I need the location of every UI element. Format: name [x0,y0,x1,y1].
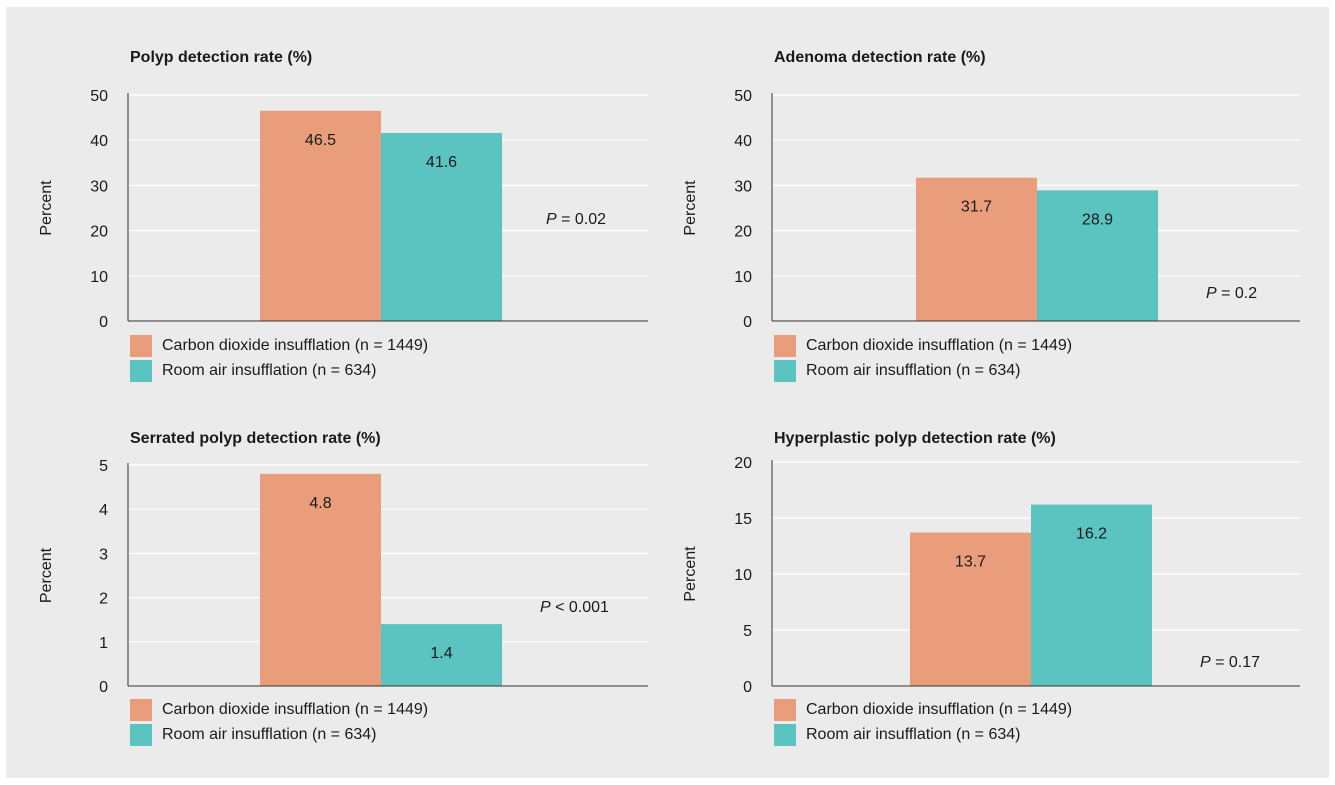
legend-label: Room air insufflation (n = 634) [162,726,377,743]
y-tick-label: 5 [99,458,108,475]
p-symbol: P [1206,285,1217,302]
legend-swatch-co2 [130,335,152,357]
legend-swatch-co2 [774,699,796,721]
y-tick-label: 30 [734,178,752,195]
legend-swatch-air [774,724,796,746]
y-tick-label: 0 [743,314,752,331]
y-tick-label: 20 [734,455,752,472]
y-tick-label: 10 [734,269,752,286]
data-label: 4.8 [309,495,331,512]
legend-label: Carbon dioxide insufflation (n = 1449) [806,701,1073,718]
p-value: P = 0.2 [1206,285,1257,303]
legend-item-air: Room air insufflation (n = 634) [774,359,1020,383]
p-symbol: P [540,599,551,616]
y-tick-label: 15 [734,511,752,528]
legend-item-air: Room air insufflation (n = 634) [774,723,1020,747]
legend-swatch-air [130,724,152,746]
y-tick-label: 5 [743,623,752,640]
legend-swatch-co2 [774,335,796,357]
p-value-text: = 0.02 [556,211,607,228]
y-tick-label: 10 [734,567,752,584]
y-tick-label: 3 [99,546,108,563]
bar-co2 [260,110,381,321]
panel-title: Polyp detection rate (%) [130,49,313,66]
data-label: 31.7 [961,199,992,216]
y-tick-label: 30 [90,178,108,195]
panel-title: Adenoma detection rate (%) [774,49,986,66]
bar-air [381,624,502,686]
bar-co2 [916,177,1037,321]
y-tick-label: 1 [99,635,108,652]
p-value-text: = 0.17 [1210,654,1261,671]
legend-swatch-air [774,360,796,382]
data-label: 13.7 [955,554,986,571]
legend-swatch-air [130,360,152,382]
y-tick-label: 50 [90,88,108,105]
legend-label: Room air insufflation (n = 634) [806,726,1021,743]
legend-item-air: Room air insufflation (n = 634) [130,359,376,383]
y-tick-label: 0 [99,679,108,696]
y-axis-label: Percent [38,547,55,603]
y-tick-label: 50 [734,88,752,105]
data-label: 41.6 [426,154,457,171]
panel-hyperplastic-polyp-detection: Hyperplastic polyp detection rate (%) 0 5… [650,392,1310,778]
panel-adenoma-detection: Adenoma detection rate (%) 0 10 20 30 40 50 31… [650,7,1310,392]
data-label: 1.4 [430,645,452,662]
y-tick-label: 10 [90,269,108,286]
legend-label: Carbon dioxide insufflation (n = 1449) [162,701,429,718]
bar-air [1037,190,1158,321]
legend-item-co2: Carbon dioxide insufflation (n = 1449) [774,334,1072,358]
legend-item-co2: Carbon dioxide insufflation (n = 1449) [774,698,1072,722]
p-value-text: = 0.2 [1216,285,1258,302]
bar-chart: 0 1 2 3 4 5 4.8 1.4 Percent [38,458,648,696]
legend-label: Carbon dioxide insufflation (n = 1449) [162,337,429,354]
data-label: 46.5 [305,132,336,149]
y-tick-label: 20 [734,224,752,241]
panel-title: Hyperplastic polyp detection rate (%) [774,430,1056,447]
p-value: P = 0.02 [546,211,606,229]
bar-chart: 0 10 20 30 40 50 31.7 28.9 Percent [682,88,1300,331]
p-value-text: < 0.001 [550,599,609,616]
legend-label: Carbon dioxide insufflation (n = 1449) [806,337,1073,354]
bar-air [1031,504,1152,686]
bar-chart: 0 10 20 30 40 50 46.5 41.6 Percent [38,88,648,331]
y-tick-label: 0 [743,679,752,696]
legend-item-co2: Carbon dioxide insufflation (n = 1449) [130,698,428,722]
p-value: P < 0.001 [540,599,609,617]
y-tick-label: 0 [99,314,108,331]
p-symbol: P [1200,654,1211,671]
y-tick-label: 40 [734,133,752,150]
data-label: 16.2 [1076,526,1107,543]
legend-item-air: Room air insufflation (n = 634) [130,723,376,747]
y-axis-label: Percent [682,546,699,602]
y-axis-label: Percent [38,180,55,236]
y-tick-label: 2 [99,591,108,608]
p-symbol: P [546,211,557,228]
bar-co2 [910,532,1031,686]
p-value: P = 0.17 [1200,654,1260,672]
y-tick-label: 40 [90,133,108,150]
legend-item-co2: Carbon dioxide insufflation (n = 1449) [130,334,428,358]
y-tick-label: 4 [99,502,108,519]
panel-polyp-detection: Polyp detection rate (%) 0 10 20 30 40 50 46.5… [6,7,666,392]
legend-label: Room air insufflation (n = 634) [162,362,377,379]
panel-title: Serrated polyp detection rate (%) [130,430,381,447]
bar-chart: 0 5 10 15 20 13.7 16.2 Percent [682,455,1300,696]
panel-serrated-polyp-detection: Serrated polyp detection rate (%) 0 1 2 3 4 5… [6,392,666,778]
legend-swatch-co2 [130,699,152,721]
y-axis-label: Percent [682,180,699,236]
figure: Polyp detection rate (%) 0 10 20 30 40 50 46.5… [6,7,1329,778]
legend-label: Room air insufflation (n = 634) [806,362,1021,379]
y-tick-label: 20 [90,224,108,241]
bar-air [381,132,502,321]
data-label: 28.9 [1082,211,1113,228]
bar-co2 [260,473,381,686]
